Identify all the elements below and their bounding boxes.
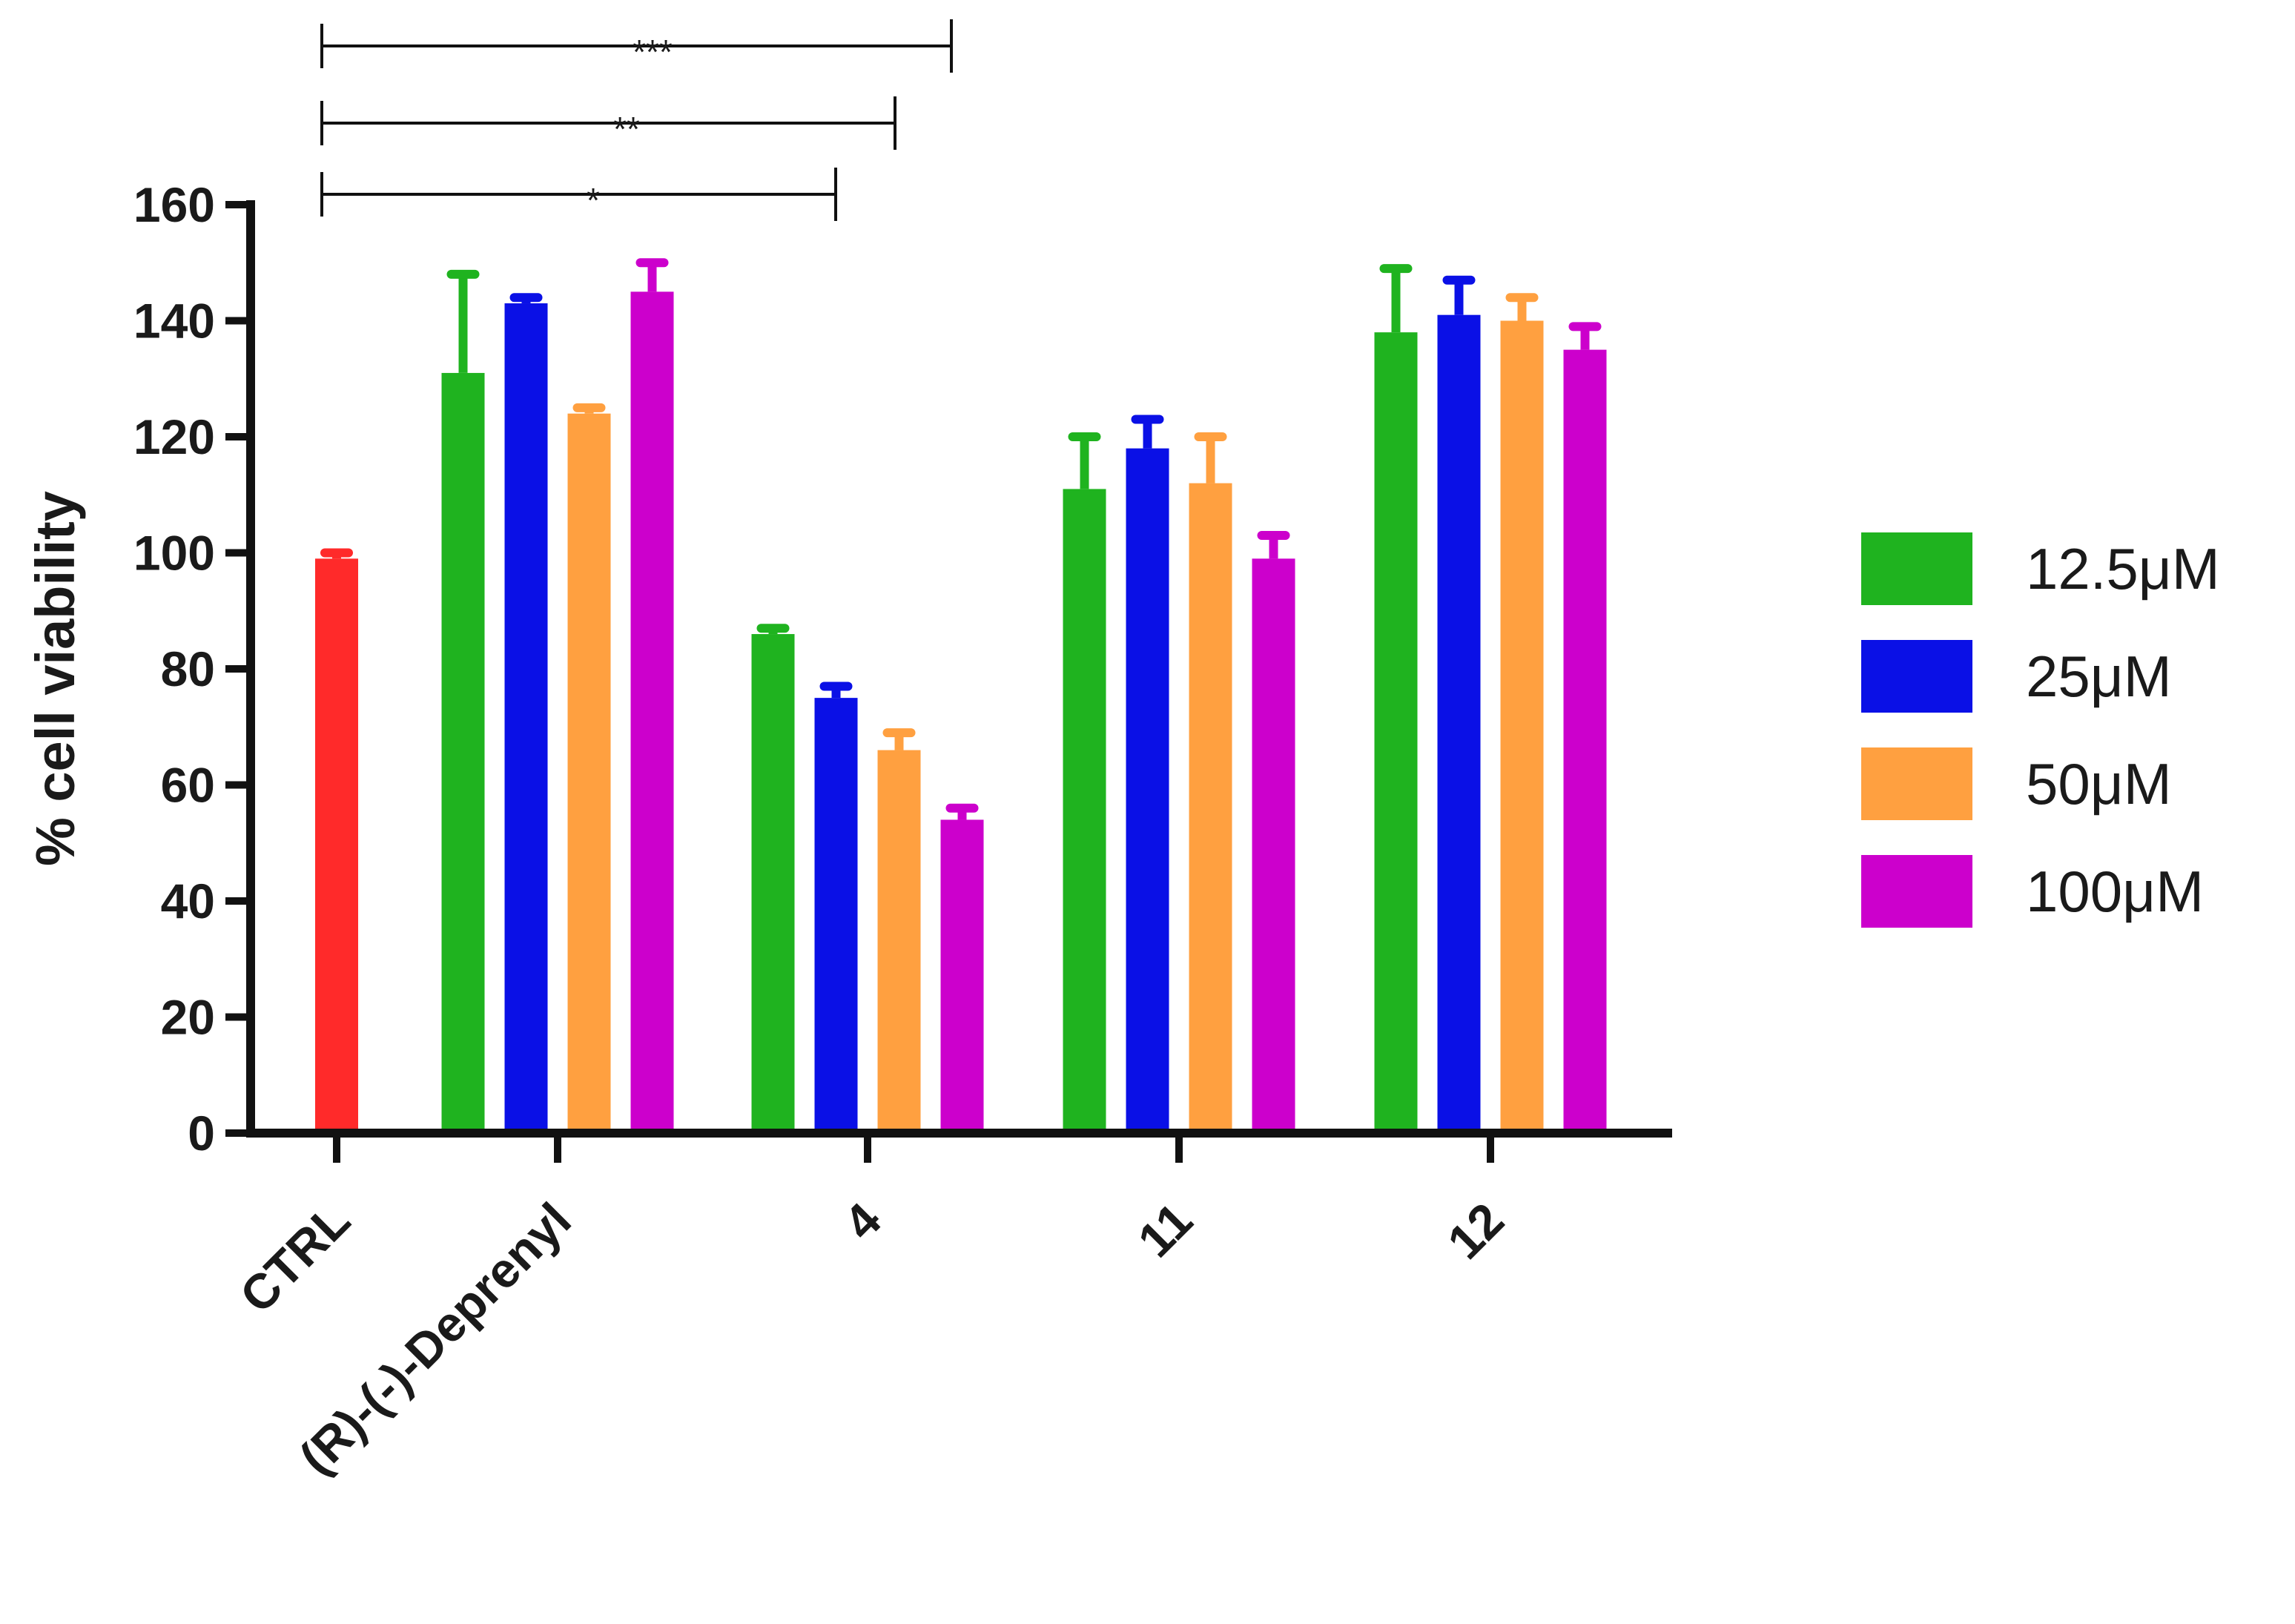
bar-4-50-m [877,750,921,1133]
bar-r-deprenyl-100-m [630,291,674,1133]
bar-ctrl [315,558,358,1133]
bar-11-100-m [1252,558,1295,1133]
legend-label: 50μM [2026,751,2172,816]
x-tick-label: CTRL [229,1192,360,1324]
bar-4-100-m [940,819,984,1133]
x-tick-label: 11 [1127,1192,1203,1268]
significance-label: * [587,181,600,219]
bars [315,258,1607,1133]
y-tick-label: 60 [161,758,215,813]
bar-r-deprenyl-50-m [567,413,611,1133]
legend-swatch-25-m [1861,640,1972,713]
bar-11-12-5-m [1063,489,1106,1133]
legend-swatch-100-m [1861,855,1972,928]
bar-r-deprenyl-12-5-m [441,372,485,1133]
y-tick-label: 40 [161,874,215,928]
legend-swatch-12-5-m [1861,532,1972,605]
legend-label: 12.5μM [2026,536,2220,601]
bar-12-25-m [1437,314,1481,1133]
legend-label: 25μM [2026,644,2172,709]
y-tick-label: 100 [133,526,215,581]
legend-swatch-50-m [1861,747,1972,820]
y-tick-label: 80 [161,641,215,696]
y-tick-label: 0 [188,1106,215,1161]
bar-4-25-m [814,698,858,1133]
y-tick-label: 160 [133,177,215,232]
significance-label: ** [613,110,640,148]
x-tick-label: 4 [833,1192,891,1250]
bar-4-12-5-m [751,634,795,1133]
legend-label: 100μM [2026,859,2204,924]
legend: 12.5μM 25μM 50μM 100μM [1861,532,2220,928]
bar-12-100-m [1563,349,1607,1133]
y-tick-label: 140 [133,294,215,349]
bar-12-50-m [1500,320,1544,1133]
x-tick-label: 12 [1437,1192,1514,1270]
significance-label: *** [633,33,673,71]
y-axis-title: % cell viability [24,491,86,866]
bar-r-deprenyl-25-m [504,303,548,1133]
bar-12-12-5-m [1374,332,1418,1133]
y-tick-label: 120 [133,409,215,464]
bar-11-50-m [1189,483,1232,1133]
significance-brackets: ****** [320,19,953,221]
bar-11-25-m [1126,448,1169,1133]
y-tick-label: 20 [161,990,215,1045]
